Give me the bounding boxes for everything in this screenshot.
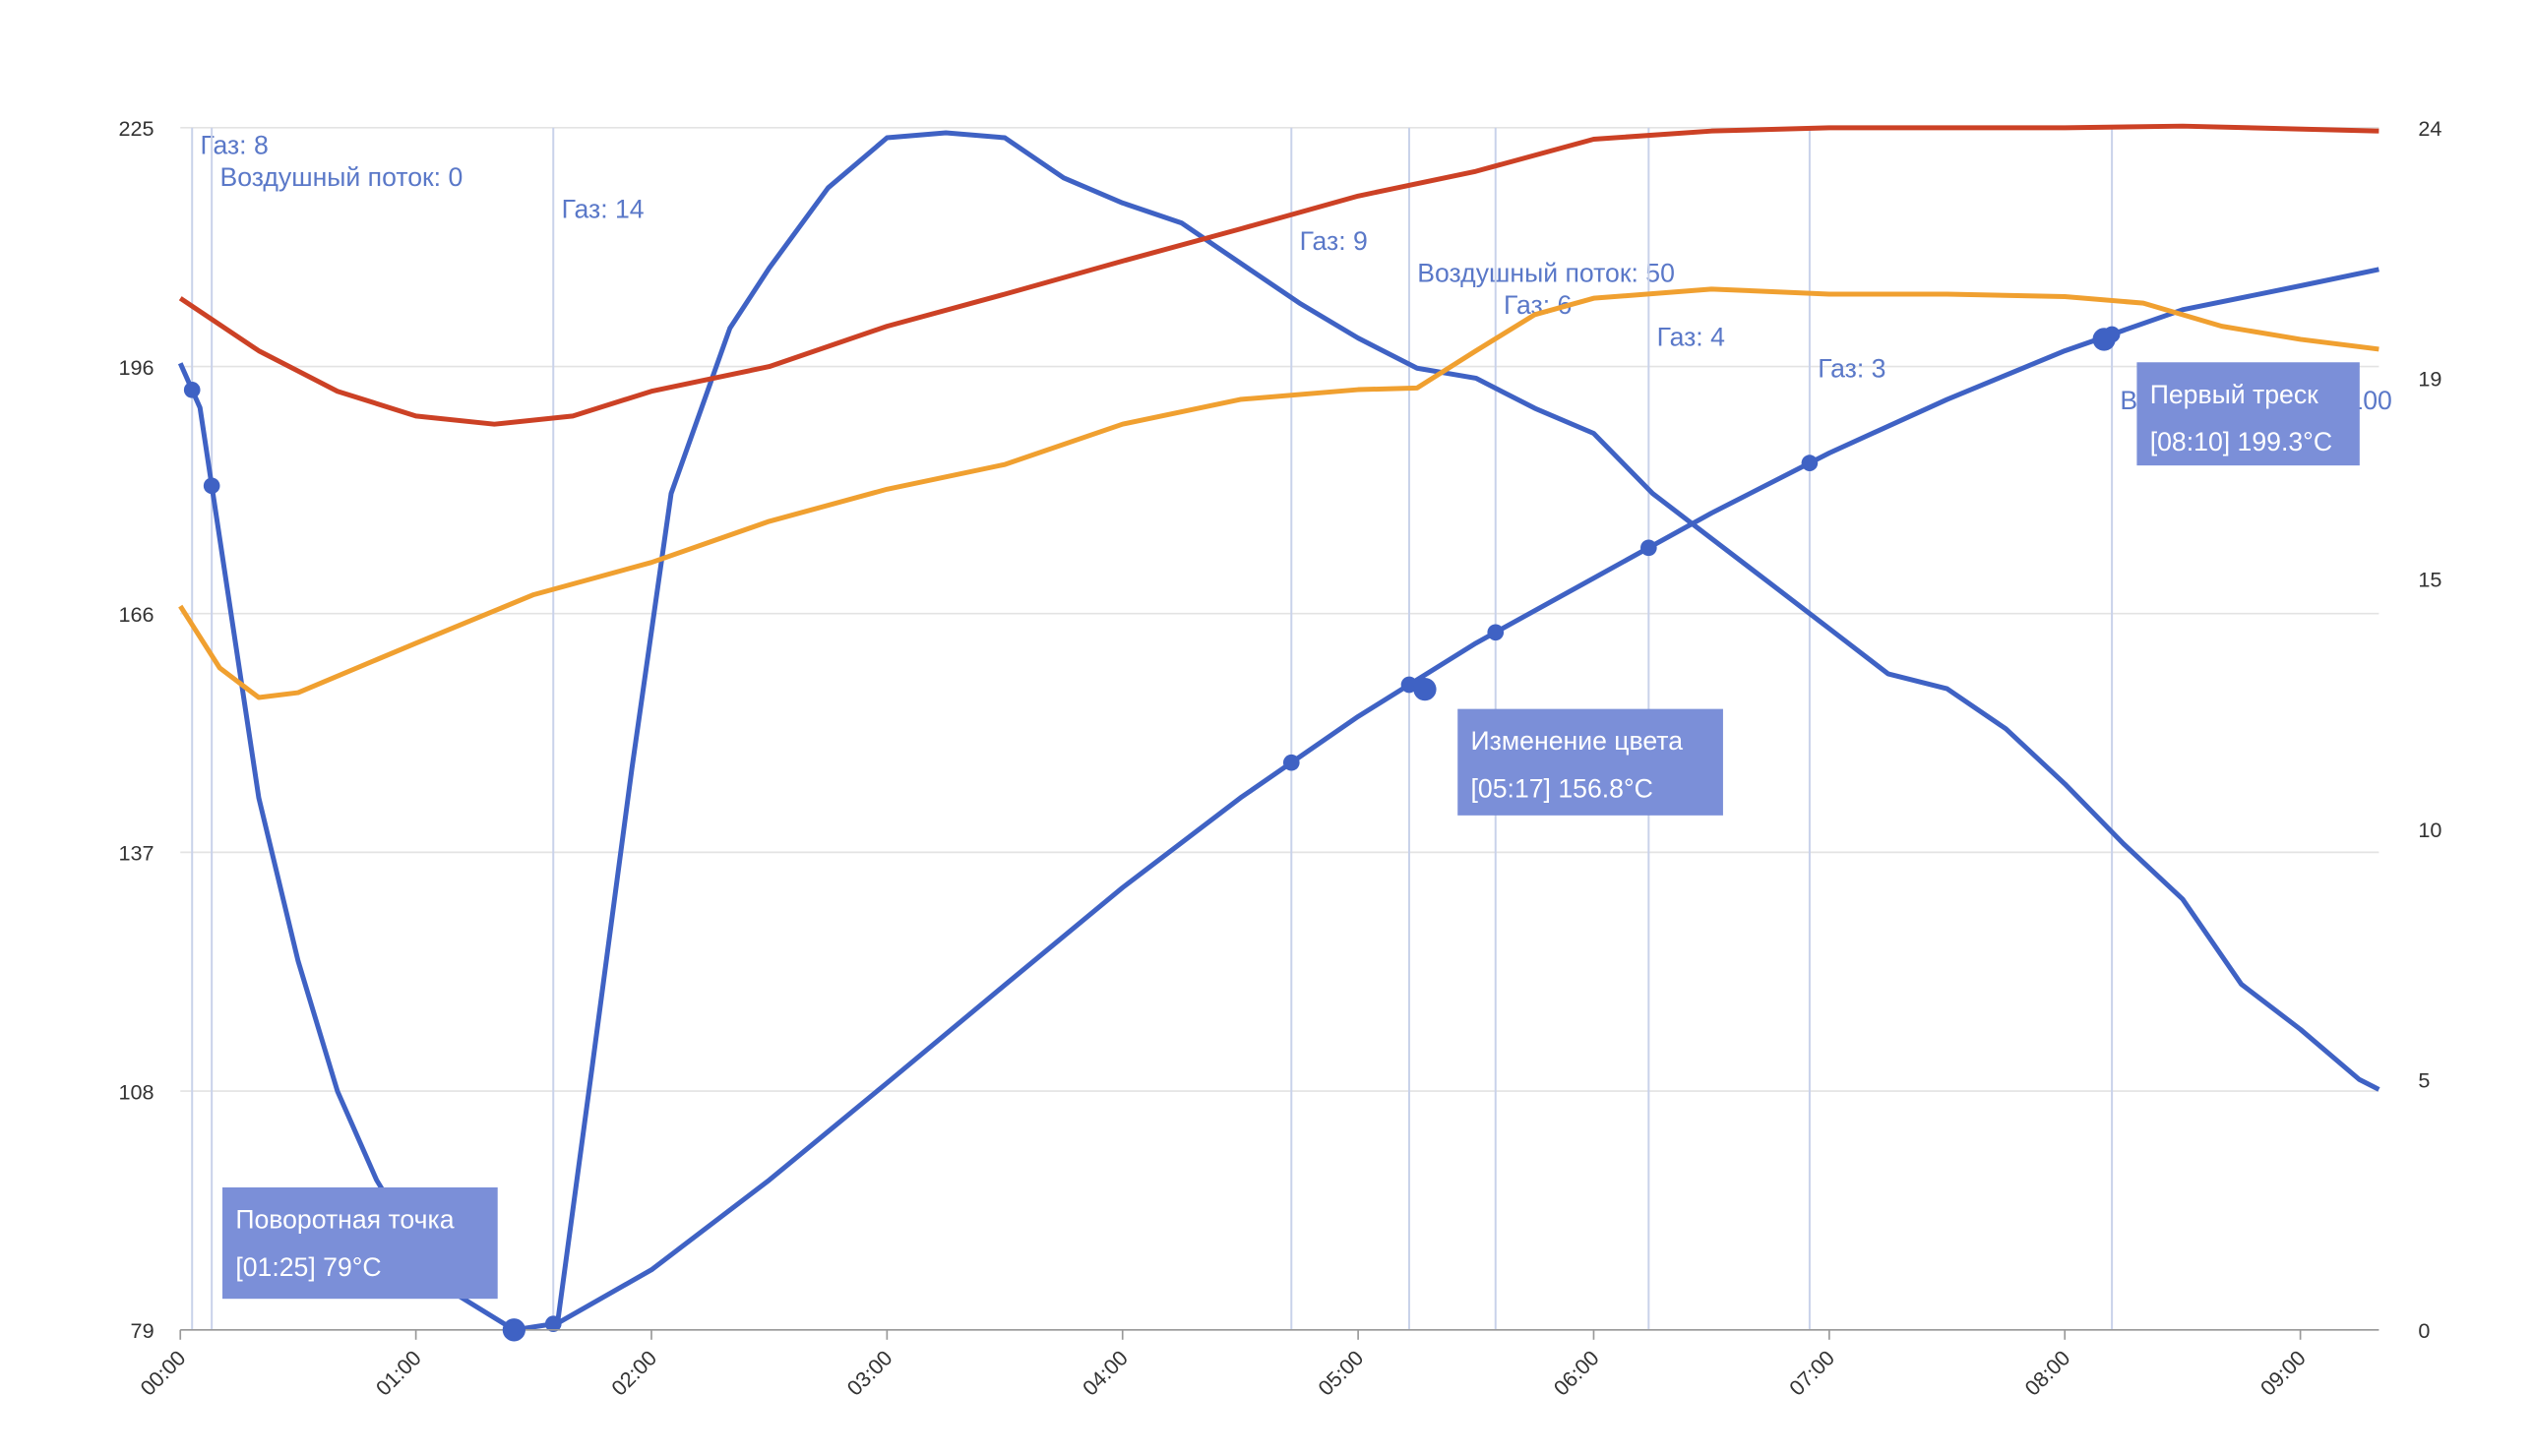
event-label: Воздушный поток: 0 [219, 162, 463, 192]
x-tick-label: 07:00 [1784, 1346, 1839, 1401]
event-dot [1400, 676, 1418, 694]
series-line [177, 267, 2379, 1333]
y2-tick-label: 0 [2418, 1318, 2430, 1343]
event-label: Газ: 9 [1300, 226, 1368, 256]
annotation-label: [01:25] 79°C [235, 1252, 381, 1282]
y-tick-label: 225 [119, 116, 154, 141]
annotation-label: [05:17] 156.8°C [1471, 774, 1653, 804]
series-line [554, 130, 2380, 1325]
annotation-dot [2092, 328, 2116, 351]
event-label: Газ: 4 [1657, 322, 1725, 351]
event-dot [183, 382, 201, 398]
annotation-box [2136, 362, 2360, 466]
event-dot [1487, 624, 1505, 641]
annotation-dot [1413, 678, 1437, 701]
event-dot [203, 477, 220, 495]
annotation-title: Первый треск [2150, 380, 2318, 409]
y-tick-label: 137 [119, 841, 154, 866]
grid [180, 127, 2379, 1331]
event-label: Газ: 3 [1818, 354, 1885, 384]
annotation-title: Изменение цвета [1471, 726, 1684, 756]
x-tick-label: 03:00 [842, 1346, 897, 1401]
y2-tick-label: 19 [2418, 367, 2441, 392]
x-tick-label: 04:00 [1078, 1346, 1133, 1401]
annotation-label: [08:10] 199.3°C [2150, 427, 2332, 456]
y-tick-label: 79 [131, 1318, 154, 1343]
event-label: Газ: 14 [562, 194, 645, 223]
x-tick-label: 01:00 [371, 1346, 426, 1401]
x-tick-label: 08:00 [2019, 1346, 2074, 1401]
annotation-box [222, 1186, 498, 1300]
y-tick-label: 166 [119, 602, 154, 627]
event-label: Газ: 8 [201, 130, 269, 159]
annotation-box [1457, 708, 1723, 816]
y2-tick-label: 10 [2418, 818, 2441, 842]
series-line [178, 286, 2379, 700]
event-dot [1640, 539, 1657, 557]
y-tick-label: 108 [119, 1079, 154, 1104]
annotations: Поворотная точка [01:25] 79°C Изменение цв… [222, 328, 2360, 1342]
events: Газ: 8 Воздушный поток: 0 Газ: 14 Газ: 9 Воз… [191, 127, 2392, 1330]
annotation-dot [502, 1318, 526, 1342]
series-line [178, 123, 2379, 427]
x-tick-label: 05:00 [1313, 1346, 1368, 1401]
x-tick-label: 00:00 [135, 1346, 190, 1401]
y-tick-label: 196 [119, 355, 154, 380]
event-label: Воздушный поток: 50 [1417, 258, 1675, 287]
x-tick-label: 06:00 [1549, 1346, 1604, 1401]
x-tick-label: 09:00 [2255, 1346, 2311, 1401]
event-dot [1282, 754, 1300, 771]
lines [177, 123, 2380, 1333]
y2-tick-label: 24 [2418, 116, 2441, 141]
y2-tick-label: 5 [2418, 1068, 2430, 1093]
event-dot [1801, 455, 1819, 471]
annotation-title: Поворотная точка [235, 1205, 454, 1235]
x-tick-label: 02:00 [606, 1346, 661, 1401]
y2-tick-label: 15 [2418, 567, 2441, 591]
